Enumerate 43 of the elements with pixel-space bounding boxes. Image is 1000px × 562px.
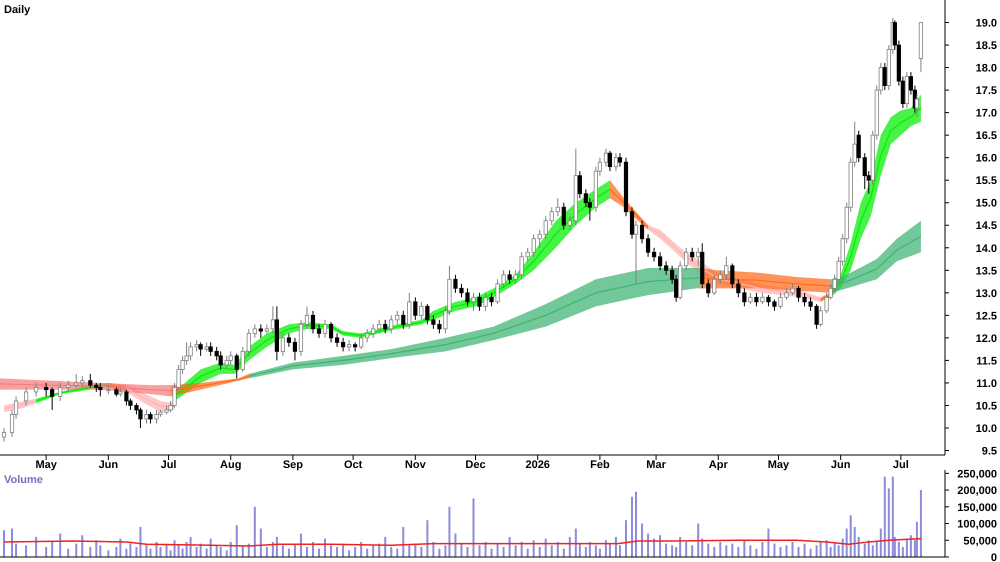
y-tick-label: 17.0 xyxy=(976,108,997,120)
y-tick-label: 11.5 xyxy=(976,355,997,368)
y-tick-label: 16.5 xyxy=(976,130,997,142)
x-tick-label: Oct xyxy=(344,459,363,471)
x-tick-label: May xyxy=(768,459,790,471)
y-tick-label: 10.0 xyxy=(976,422,997,435)
y-tick-label: 13.0 xyxy=(976,288,997,300)
y-tick-label: 19.0 xyxy=(976,18,997,30)
x-tick-label: Dec xyxy=(465,459,486,471)
y-tick-label: 11.0 xyxy=(976,378,997,390)
y-tick-label: 150,000 xyxy=(957,502,997,514)
x-tick-label: Aug xyxy=(220,459,242,471)
y-tick-label: 10.5 xyxy=(976,400,997,412)
y-tick-label: 100,000 xyxy=(957,518,997,531)
y-tick-label: 12.0 xyxy=(976,332,997,345)
x-tick-label: Feb xyxy=(590,459,610,471)
y-tick-label: 200,000 xyxy=(957,485,997,498)
y-tick-label: 13.5 xyxy=(976,265,997,278)
y-tick-label: 18.0 xyxy=(976,62,997,75)
y-tick-label: 14.5 xyxy=(976,220,997,232)
x-tick-label: Nov xyxy=(404,459,427,471)
y-tick-label: 15.5 xyxy=(976,175,997,188)
x-tick-label: Jul xyxy=(160,459,176,471)
x-tick-label: Jul xyxy=(892,459,909,471)
y-tick-label: 9.5 xyxy=(982,445,997,458)
x-tick-label: Mar xyxy=(646,459,667,471)
x-tick-label: Jun xyxy=(98,459,118,471)
chart-title: Volume xyxy=(4,474,43,486)
y-tick-label: 16.0 xyxy=(976,152,997,165)
y-tick-label: 250,000 xyxy=(957,468,997,480)
y-tick-label: 14.0 xyxy=(976,242,997,255)
y-tick-label: 12.5 xyxy=(976,310,997,322)
x-tick-label: 2026 xyxy=(525,459,550,471)
y-tick-label: 50,000 xyxy=(963,535,997,548)
x-tick-label: Apr xyxy=(708,459,728,471)
x-tick-label: Sep xyxy=(282,459,304,471)
y-tick-label: 18.5 xyxy=(976,40,997,52)
y-tick-label: 17.5 xyxy=(976,85,997,98)
x-tick-label: May xyxy=(35,459,58,471)
chart-title: Daily xyxy=(4,4,32,16)
y-tick-label: 15.0 xyxy=(976,198,997,210)
y-tick-label: 0 xyxy=(990,552,997,562)
x-tick-label: Jun xyxy=(830,459,851,471)
